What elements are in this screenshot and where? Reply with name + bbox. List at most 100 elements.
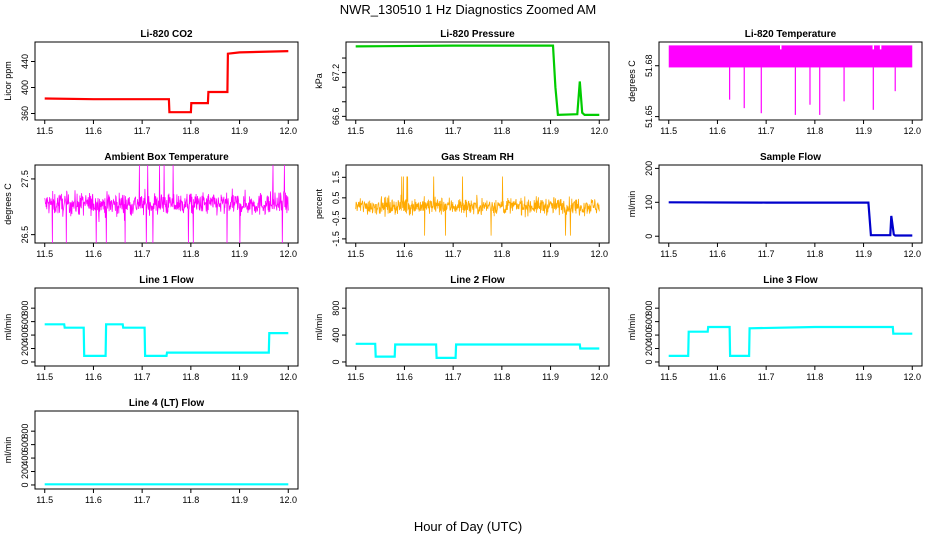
y-tick-label: 26.5 xyxy=(20,226,30,244)
series-line xyxy=(668,201,913,237)
x-tick-label: 11.9 xyxy=(231,495,248,505)
x-tick-label: 11.8 xyxy=(493,372,510,382)
y-axis-label: ml/min xyxy=(627,191,637,218)
plot-area xyxy=(668,325,913,357)
y-axis-label: ml/min xyxy=(3,437,13,464)
y-tick-label: 0 xyxy=(331,359,341,364)
x-tick-label: 11.8 xyxy=(182,495,199,505)
panel-title: Sample Flow xyxy=(760,152,821,163)
x-tick-label: 11.6 xyxy=(85,126,102,136)
x-tick-label: 11.8 xyxy=(806,126,823,136)
x-tick-label: 11.5 xyxy=(36,372,53,382)
y-tick-label: 0 xyxy=(20,359,30,364)
panel-8: Line 2 Flow ml/min 11.5 11.6 11.7 11.8 11.9 12.… xyxy=(314,275,610,382)
series-line xyxy=(44,165,289,243)
x-tick-label: 12.0 xyxy=(279,495,297,505)
x-tick-label: 11.8 xyxy=(806,372,823,382)
x-tick-label: 11.9 xyxy=(855,126,872,136)
x-tick-label: 11.7 xyxy=(445,249,462,259)
y-axis-label: percent xyxy=(314,188,324,219)
x-tick-label: 11.6 xyxy=(85,495,102,505)
x-tick-label: 11.5 xyxy=(347,372,364,382)
panel-title: Li-820 Pressure xyxy=(440,29,515,40)
plot-area xyxy=(44,323,289,357)
x-tick-label: 11.7 xyxy=(134,372,151,382)
x-tick-label: 11.5 xyxy=(36,126,53,136)
x-tick-label: 11.5 xyxy=(36,249,53,259)
y-tick-label: 400 xyxy=(20,80,30,95)
x-tick-label: 12.0 xyxy=(590,126,608,136)
plot-area xyxy=(355,176,600,236)
series-line xyxy=(44,323,289,357)
panel-title: Gas Stream RH xyxy=(441,152,514,163)
panel-frame xyxy=(34,410,299,490)
x-tick-label: 11.9 xyxy=(542,372,559,382)
panel-title: Li-820 Temperature xyxy=(745,29,837,40)
x-tick-label: 11.5 xyxy=(36,495,53,505)
panel-title: Line 3 Flow xyxy=(763,275,818,286)
x-tick-label: 11.7 xyxy=(758,372,775,382)
x-tick-label: 11.7 xyxy=(445,126,462,136)
x-tick-label: 11.6 xyxy=(709,249,726,259)
panel-frame xyxy=(345,287,610,367)
x-tick-label: 11.9 xyxy=(542,126,559,136)
panel-frame xyxy=(34,287,299,367)
y-tick-label: 100 xyxy=(644,195,654,210)
panel-title: Li-820 CO2 xyxy=(140,29,193,40)
x-tick-label: 12.0 xyxy=(903,372,921,382)
y-axis-label: degrees C xyxy=(3,183,13,225)
x-tick-label: 11.5 xyxy=(660,126,677,136)
panel-6: Sample Flow ml/min 11.5 11.6 11.7 11.8 11.9 12.… xyxy=(627,152,923,259)
panel-title: Line 4 (LT) Flow xyxy=(129,398,205,409)
figure-title: NWR_130510 1 Hz Diagnostics Zoomed AM xyxy=(340,2,597,17)
y-axis-label: kPa xyxy=(314,73,324,89)
plot-area xyxy=(44,50,289,114)
y-tick-label: 800 xyxy=(644,301,654,316)
y-tick-label: 51.68 xyxy=(644,54,654,77)
x-tick-label: 11.9 xyxy=(231,372,248,382)
y-tick-label: 0 xyxy=(20,482,30,487)
x-tick-label: 11.7 xyxy=(758,126,775,136)
figure-x-label: Hour of Day (UTC) xyxy=(414,519,522,534)
y-tick-label: 0.5 xyxy=(331,192,341,205)
series-band xyxy=(668,45,913,68)
y-tick-label: 440 xyxy=(20,54,30,69)
panel-5: Gas Stream RH percent 11.5 11.6 11.7 11.8 11.9… xyxy=(314,152,610,259)
x-tick-label: 11.5 xyxy=(347,126,364,136)
x-tick-label: 11.9 xyxy=(542,249,559,259)
panel-10: Line 4 (LT) Flow ml/min 11.5 11.6 11.7 11.8 11… xyxy=(3,398,299,505)
x-tick-label: 11.8 xyxy=(182,126,199,136)
x-tick-label: 11.5 xyxy=(660,249,677,259)
x-tick-label: 11.5 xyxy=(660,372,677,382)
panel-frame xyxy=(658,287,923,367)
y-tick-label: 800 xyxy=(20,424,30,439)
series-line xyxy=(355,342,600,359)
panel-7: Line 1 Flow ml/min 11.5 11.6 11.7 11.8 11.9 12.… xyxy=(3,275,299,382)
x-tick-label: 12.0 xyxy=(903,126,921,136)
y-tick-label: 1.5 xyxy=(331,171,341,184)
x-tick-label: 11.8 xyxy=(493,249,510,259)
panel-frame xyxy=(34,41,299,121)
x-tick-label: 12.0 xyxy=(590,249,608,259)
y-tick-label: 360 xyxy=(20,106,30,121)
panel-title: Line 2 Flow xyxy=(450,275,505,286)
y-tick-label: 400 xyxy=(331,328,341,343)
y-tick-label: 200 xyxy=(20,341,30,356)
panel-frame xyxy=(345,164,610,244)
series-line xyxy=(44,50,289,114)
y-tick-label: 600 xyxy=(20,437,30,452)
y-tick-label: 200 xyxy=(644,341,654,356)
y-tick-label: 400 xyxy=(20,328,30,343)
panel-frame xyxy=(34,164,299,244)
panel-frame xyxy=(345,41,610,121)
x-tick-label: 11.6 xyxy=(396,372,413,382)
y-axis-label: degrees C xyxy=(627,60,637,102)
y-axis-label: Licor ppm xyxy=(3,61,13,101)
panel-title: Ambient Box Temperature xyxy=(104,152,229,163)
plot-area xyxy=(668,201,913,237)
x-tick-label: 12.0 xyxy=(279,372,297,382)
x-tick-label: 11.7 xyxy=(134,249,151,259)
y-tick-label: 800 xyxy=(20,301,30,316)
plot-area xyxy=(355,44,600,117)
